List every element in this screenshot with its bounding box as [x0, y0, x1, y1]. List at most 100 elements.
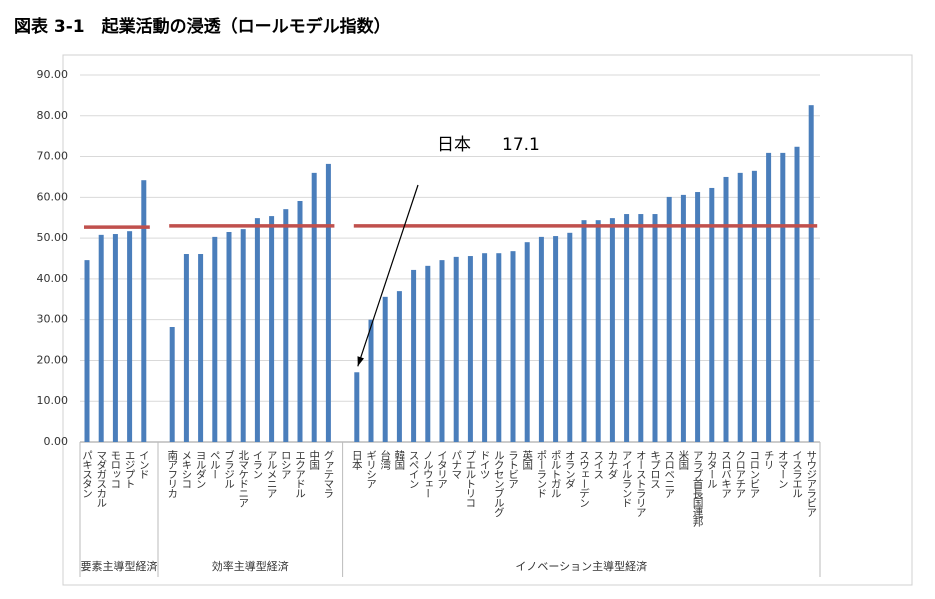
bar [325, 163, 331, 442]
x-tick-label: 米国 [677, 449, 689, 471]
y-tick-label: 0.00 [44, 435, 69, 448]
annotation-arrow [357, 184, 419, 367]
bar [425, 265, 431, 442]
bar [254, 218, 260, 442]
x-tick-label: 台湾 [379, 449, 391, 471]
x-tick-label: サウジアラビア [805, 450, 817, 517]
x-tick-label: ヨルダン [195, 450, 207, 488]
bar [581, 220, 587, 442]
chart-title: 図表 3-1 起業活動の浸透（ロールモデル指数） [14, 16, 391, 37]
x-tick-label: マダガスカル [95, 450, 107, 507]
bar [737, 172, 743, 442]
x-tick-label: オランダ [564, 450, 576, 489]
group-label: 要素主導型経済 [81, 559, 158, 573]
x-tick-label: スロベニア [663, 450, 675, 498]
x-tick-label: アルメニア [266, 450, 278, 498]
x-tick-label: スウェーデン [578, 450, 590, 507]
annotation-label: 日本 [437, 135, 471, 155]
bar [553, 236, 559, 442]
y-tick-label: 30.00 [37, 313, 69, 326]
bar [112, 234, 118, 442]
x-tick-label: オマーン [777, 450, 789, 488]
bar [496, 253, 502, 442]
x-tick-label: ブラジル [223, 449, 235, 488]
y-tick-label: 40.00 [37, 272, 69, 285]
bar [808, 105, 814, 443]
y-tick-label: 10.00 [37, 394, 69, 407]
y-tick-label: 80.00 [37, 109, 69, 122]
chart-frame [62, 54, 913, 586]
bar [269, 216, 275, 442]
group-label: イノベーション主導型経済 [515, 559, 647, 573]
x-tick-label: スイス [592, 450, 604, 479]
x-tick-label: ノルウェー [422, 450, 434, 498]
bar [567, 232, 573, 442]
x-tick-label: ロシア [280, 450, 292, 479]
x-tick-label: カナダ [606, 450, 618, 479]
x-tick-label: モロッコ [109, 450, 121, 489]
bar [226, 231, 232, 442]
bar [666, 196, 672, 442]
bar [723, 176, 729, 442]
bar [794, 146, 800, 442]
annotation-arrowhead [357, 356, 365, 367]
bar [624, 214, 630, 442]
bar [482, 253, 488, 442]
bar [382, 296, 388, 442]
x-tick-label: キプロス [649, 450, 661, 489]
x-tick-label: アイルランド [621, 450, 633, 508]
bar [396, 291, 402, 442]
bar [439, 260, 445, 442]
bar [638, 214, 644, 442]
x-tick-label: 日本 [351, 450, 363, 471]
group-label: 効率主導型経済 [212, 559, 289, 573]
x-tick-label: イラン [251, 450, 263, 479]
x-tick-label: ドイツ [479, 450, 491, 479]
bar [780, 152, 786, 442]
annotation-value: 17.1 [502, 135, 540, 155]
bar [169, 327, 175, 442]
bar [368, 319, 374, 442]
bar [453, 256, 459, 442]
bar [354, 372, 360, 442]
x-tick-label: ルクセンブルグ [493, 450, 505, 517]
bar [198, 254, 204, 442]
bar [680, 194, 686, 442]
x-tick-label: カタール [706, 450, 718, 488]
x-tick-label: メキシコ [180, 450, 192, 489]
x-tick-label: ペルー [209, 450, 221, 479]
x-tick-label: エジプト [124, 450, 136, 489]
bar [595, 220, 601, 442]
bar [297, 201, 303, 442]
x-tick-label: プエルトリコ [464, 450, 476, 508]
bar [510, 251, 516, 442]
x-tick-label: エクアドル [294, 450, 306, 498]
x-tick-label: クロアチア [734, 450, 746, 498]
x-tick-label: スロバキア [720, 450, 732, 498]
x-tick-label: ラトビア [507, 450, 519, 489]
bar [524, 242, 530, 442]
x-tick-label: イタリア [436, 450, 448, 489]
x-tick-label: チリ [763, 450, 775, 470]
x-tick-label: コロンビア [748, 450, 760, 498]
bar [538, 236, 544, 442]
x-tick-label: 中国 [308, 449, 320, 471]
bar [751, 170, 757, 443]
bar [98, 234, 104, 442]
bar [84, 260, 90, 442]
bar [283, 209, 289, 442]
y-tick-label: 50.00 [37, 231, 69, 244]
bar [695, 192, 701, 442]
bar [141, 180, 147, 442]
x-tick-label: オーストラリア [635, 450, 647, 517]
x-tick-label: インド [138, 450, 150, 479]
bar [709, 187, 715, 442]
x-tick-label: 南アフリカ [166, 449, 178, 498]
y-tick-label: 20.00 [37, 353, 69, 366]
bar [652, 214, 658, 442]
x-tick-label: ギリシア [365, 450, 377, 489]
bar [609, 218, 615, 442]
y-tick-label: 90.00 [37, 68, 69, 81]
x-tick-label: グァテマラ [322, 450, 334, 498]
